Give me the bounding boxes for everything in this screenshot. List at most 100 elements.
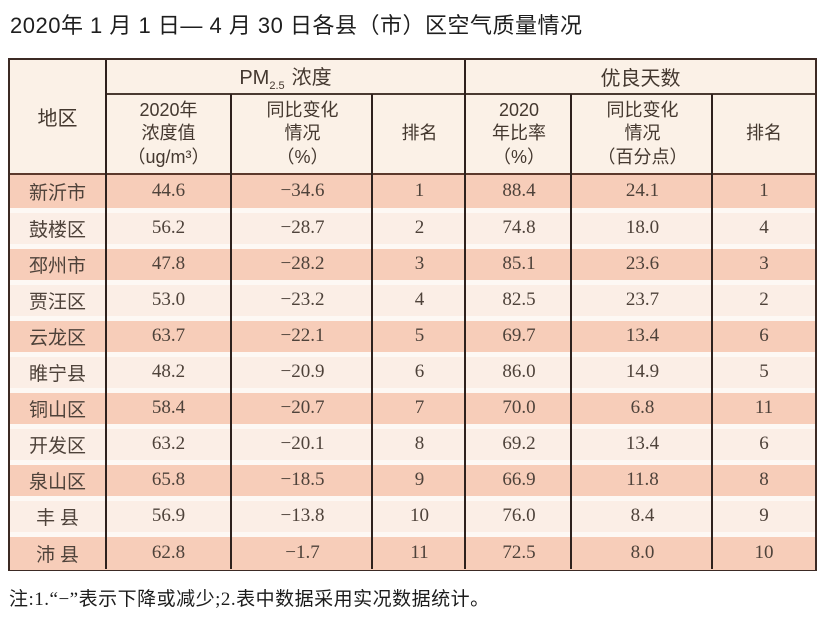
sub-header-row: 2020年 浓度值 （ug/m³） 同比变化 情况 （%） 排名 2020 年比… [10,94,816,175]
gd-rank-cell: 8 [713,459,816,498]
gd-change-cell: 11.8 [572,459,713,498]
vertical-rule-pm-value [230,94,232,569]
region-cell: 沛 县 [10,531,105,570]
table-row: 开发区 63.2 −20.1 8 69.2 13.4 6 [10,423,816,462]
pm-rank-cell: 8 [373,423,466,462]
gd-rank-cell: 10 [713,531,816,570]
table-row: 睢宁县 48.2 −20.9 6 86.0 14.9 5 [10,351,816,390]
vertical-rule-gd-ratio [570,94,572,569]
pm-change-cell: −20.7 [232,387,373,426]
gd-rank-cell: 3 [713,243,816,282]
gd-rank-cell: 5 [713,351,816,390]
gd-ratio-cell: 72.5 [466,531,572,570]
gd-change-cell: 6.8 [572,387,713,426]
gd-ratio-cell: 69.7 [466,315,572,354]
pm-change-cell: −20.1 [232,423,373,462]
pm25-label-subscript: 2.5 [269,80,285,92]
footnote: 注:1.“−”表示下降或减少;2.表中数据采用实况数据统计。 [9,589,490,610]
col-header-pm-rank: 排名 [373,94,466,175]
vertical-rule-pm-rank [464,60,466,569]
gd-rank-cell: 4 [713,207,816,246]
pm-value-cell: 47.8 [105,243,232,282]
pm-rank-cell: 1 [373,174,466,210]
pm-rank-cell: 10 [373,495,466,534]
pm-rank-cell: 3 [373,243,466,282]
table-row: 鼓楼区 56.2 −28.7 2 74.8 18.0 4 [10,207,816,246]
pm-rank-cell: 4 [373,279,466,318]
gd-ratio-cell: 74.8 [466,207,572,246]
gd-ratio-cell: 66.9 [466,459,572,498]
gd-change-cell: 23.7 [572,279,713,318]
pm-value-cell: 58.4 [105,387,232,426]
page-title: 2020年 1 月 1 日— 4 月 30 日各县（市）区空气质量情况 [10,13,583,38]
pm-change-cell: −23.2 [232,279,373,318]
pm-change-cell: −34.6 [232,174,373,210]
pm25-label-prefix: PM [239,67,270,89]
gd-ratio-cell: 82.5 [466,279,572,318]
gd-change-cell: 18.0 [572,207,713,246]
pm-value-cell: 62.8 [105,531,232,570]
region-cell: 鼓楼区 [10,207,105,246]
gd-change-cell: 13.4 [572,315,713,354]
pm-rank-cell: 5 [373,315,466,354]
region-cell: 泉山区 [10,459,105,498]
table-header: 地区 PM2.5 浓度 优良天数 2020年 浓度值 （ug/m³） 同比变化 情… [10,60,816,175]
region-cell: 铜山区 [10,387,105,426]
pm-change-cell: −20.9 [232,351,373,390]
pm-rank-cell: 2 [373,207,466,246]
pm-change-cell: −18.5 [232,459,373,498]
pm-change-cell: −22.1 [232,315,373,354]
gd-rank-cell: 9 [713,495,816,534]
pm-rank-cell: 11 [373,531,466,570]
gd-rank-cell: 6 [713,315,816,354]
pm-value-cell: 48.2 [105,351,232,390]
air-quality-table: 地区 PM2.5 浓度 优良天数 2020年 浓度值 （ug/m³） 同比变化 情… [10,60,816,570]
col-header-pm-change: 同比变化 情况 （%） [232,94,373,175]
pm-value-cell: 63.7 [105,315,232,354]
table-row: 丰 县 56.9 −13.8 10 76.0 8.4 9 [10,495,816,534]
gd-rank-cell: 6 [713,423,816,462]
pm-rank-cell: 7 [373,387,466,426]
gd-ratio-cell: 70.0 [466,387,572,426]
col-header-gd-change: 同比变化 情况 （百分点） [572,94,713,175]
pm25-label-suffix: 浓度 [291,67,332,89]
table-row: 云龙区 63.7 −22.1 5 69.7 13.4 6 [10,315,816,354]
pm-value-cell: 44.6 [105,174,232,210]
vertical-rule-pm-change [371,94,373,569]
gd-rank-cell: 1 [713,174,816,210]
gd-ratio-cell: 88.4 [466,174,572,210]
region-cell: 云龙区 [10,315,105,354]
gd-ratio-cell: 85.1 [466,243,572,282]
table-row: 新沂市 44.6 −34.6 1 88.4 24.1 1 [10,174,816,210]
group-header-row: 地区 PM2.5 浓度 优良天数 [10,60,816,175]
pm-rank-cell: 6 [373,351,466,390]
col-header-gd-ratio: 2020 年比率 （%） [466,94,572,175]
gd-ratio-cell: 76.0 [466,495,572,534]
gd-change-cell: 8.0 [572,531,713,570]
pm-value-cell: 56.9 [105,495,232,534]
table-body: 新沂市 44.6 −34.6 1 88.4 24.1 1 鼓楼区 56.2 −28.7 2 74.8 1… [10,174,816,570]
table-row: 邳州市 47.8 −28.2 3 85.1 23.6 3 [10,243,816,282]
gd-rank-cell: 2 [713,279,816,318]
region-cell: 贾汪区 [10,279,105,318]
pm-change-cell: −13.8 [232,495,373,534]
gd-change-cell: 8.4 [572,495,713,534]
region-cell: 丰 县 [10,495,105,534]
pm-change-cell: −28.2 [232,243,373,282]
vertical-rule-gd-change [711,94,713,569]
col-header-region: 地区 [10,60,105,175]
region-cell: 开发区 [10,423,105,462]
pm-change-cell: −1.7 [232,531,373,570]
pm-value-cell: 53.0 [105,279,232,318]
region-cell: 睢宁县 [10,351,105,390]
air-quality-table-wrap: 地区 PM2.5 浓度 优良天数 2020年 浓度值 （ug/m³） 同比变化 情… [8,58,817,571]
col-header-pm-value: 2020年 浓度值 （ug/m³） [105,94,232,175]
gd-rank-cell: 11 [713,387,816,426]
vertical-rule-region [105,60,107,569]
gd-change-cell: 23.6 [572,243,713,282]
col-header-gd-rank: 排名 [713,94,816,175]
pm-value-cell: 56.2 [105,207,232,246]
pm-change-cell: −28.7 [232,207,373,246]
pm-value-cell: 63.2 [105,423,232,462]
